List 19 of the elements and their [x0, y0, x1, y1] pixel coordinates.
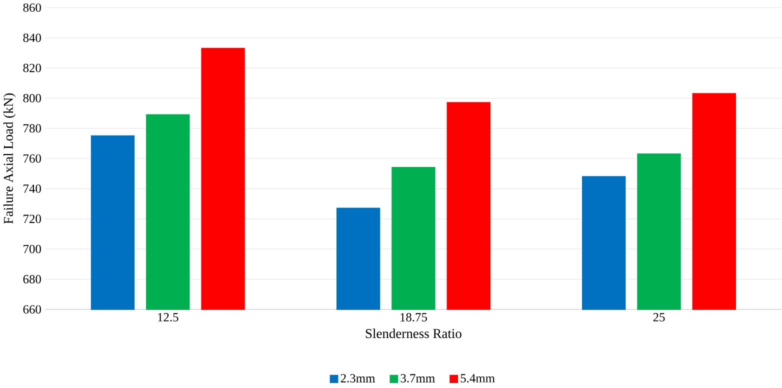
- y-tick-label: 820: [23, 64, 41, 72]
- x-axis-title: Slenderness Ratio: [366, 328, 462, 338]
- y-tick-label: 740: [24, 184, 41, 193]
- legend-label: 2.3mm: [340, 374, 376, 382]
- y-tick-label: 720: [24, 214, 41, 224]
- y-tick-label: 840: [23, 34, 41, 42]
- legend-label: 5.4mm: [460, 374, 495, 382]
- legend-label: 3.7mm: [400, 374, 435, 382]
- y-tick-label: 860: [23, 3, 41, 12]
- y-axis-title: Failure Axial Load (kN): [3, 93, 16, 224]
- y-tick-label: 760: [24, 154, 41, 163]
- x-tick-label: 12.5: [158, 313, 178, 322]
- x-tick-label: 25: [653, 313, 665, 322]
- y-tick-label: 700: [24, 244, 41, 254]
- y-tick-label: 680: [23, 275, 41, 284]
- y-tick-label: 660: [23, 305, 41, 314]
- y-tick-label: 780: [24, 124, 41, 133]
- x-tick-label: 18.75: [400, 313, 427, 322]
- y-tick-label: 800: [23, 94, 41, 102]
